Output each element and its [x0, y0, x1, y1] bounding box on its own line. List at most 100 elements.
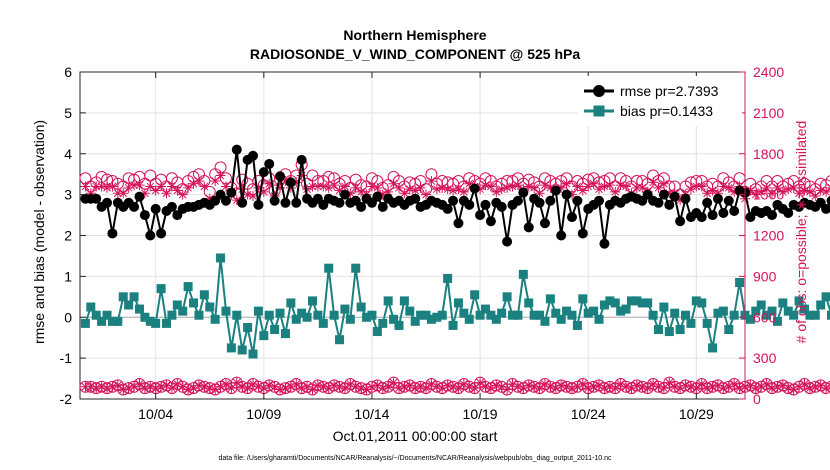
- obs-assimilated-point: [242, 189, 253, 200]
- obs-assimilated-point: [675, 195, 686, 206]
- bias-point: [778, 298, 788, 308]
- bias-point: [221, 306, 231, 316]
- bias-point: [789, 310, 799, 320]
- rmse-point: [534, 197, 545, 208]
- obs-assimilated-point: [658, 178, 669, 189]
- bias-series-line: [84, 257, 830, 355]
- bias-point: [605, 296, 615, 306]
- obs-low-assimilated-point: [815, 380, 826, 391]
- obs-low-assimilated-point: [658, 383, 669, 394]
- bias-point: [124, 300, 134, 310]
- obs-assimilated-point: [577, 185, 588, 196]
- obs-assimilated-point: [204, 193, 215, 204]
- bias-point: [145, 316, 155, 326]
- rmse-point: [258, 167, 269, 178]
- bias-point: [416, 310, 426, 320]
- y2-tick-label: 2100: [753, 105, 784, 121]
- obs-low-assimilated-point: [712, 380, 723, 391]
- rmse-point: [469, 183, 480, 194]
- obs-assimilated-point: [156, 181, 167, 192]
- bias-point: [91, 310, 101, 320]
- y2-tick-label: 1800: [753, 146, 784, 162]
- chart-subtitle: RADIOSONDE_V_WIND_COMPONENT @ 525 hPa: [250, 46, 580, 62]
- obs-low-assimilated-point: [296, 383, 307, 394]
- obs-low-assimilated-point: [210, 384, 221, 395]
- obs-assimilated-point: [372, 182, 383, 193]
- rmse-point: [334, 197, 345, 208]
- y2-tick-label: 900: [753, 268, 777, 284]
- obs-low-assimilated-point: [664, 377, 675, 388]
- bias-point: [751, 306, 761, 316]
- obs-assimilated-point: [788, 182, 799, 193]
- x-tick-label: 10/29: [679, 406, 714, 422]
- rmse-point: [696, 212, 707, 223]
- bias-point: [421, 310, 431, 320]
- obs-low-assimilated-point: [821, 383, 830, 394]
- obs-low-assimilated-point: [145, 381, 156, 392]
- obs-low-assimilated-point: [788, 384, 799, 395]
- bias-point: [134, 304, 144, 314]
- obs-assimilated-point: [112, 188, 123, 199]
- obs-low-assimilated-point: [107, 381, 118, 392]
- obs-low-assimilated-point: [723, 381, 734, 392]
- bias-point: [383, 296, 393, 306]
- obs-low-assimilated-point: [280, 383, 291, 394]
- obs-low-assimilated-point: [810, 381, 821, 392]
- bias-point: [291, 314, 301, 324]
- bias-point: [599, 300, 609, 310]
- rmse-point: [442, 203, 453, 214]
- rmse-point: [134, 191, 145, 202]
- obs-assimilated-point: [323, 182, 334, 193]
- bias-point: [210, 314, 220, 324]
- obs-low-assimilated-point: [512, 381, 523, 392]
- obs-low-assimilated-point: [393, 383, 404, 394]
- obs-low-assimilated-point: [404, 380, 415, 391]
- obs-low-assimilated-point: [680, 380, 691, 391]
- bias-point: [497, 308, 507, 318]
- obs-assimilated-point: [561, 178, 572, 189]
- rmse-point: [664, 199, 675, 210]
- obs-assimilated-point: [696, 181, 707, 192]
- obs-assimilated-point: [448, 185, 459, 196]
- bias-point: [178, 306, 188, 316]
- bias-point: [183, 282, 193, 292]
- obs-assimilated-point: [804, 186, 815, 197]
- rmse-point: [821, 203, 830, 214]
- rmse-point: [269, 195, 280, 206]
- rmse-point: [464, 199, 475, 210]
- obs-low-assimilated-point: [469, 383, 480, 394]
- obs-assimilated-point: [815, 185, 826, 196]
- bias-point: [713, 308, 723, 318]
- rmse-point: [248, 150, 259, 161]
- obs-low-assimilated-point: [366, 381, 377, 392]
- obs-low-assimilated-point: [372, 380, 383, 391]
- obs-low-assimilated-point: [642, 383, 653, 394]
- obs-low-assimilated-point: [772, 381, 783, 392]
- bias-point: [681, 310, 691, 320]
- rmse-point: [220, 195, 231, 206]
- bias-point: [551, 308, 561, 318]
- obs-low-assimilated-point: [356, 383, 367, 394]
- rmse-point: [512, 195, 523, 206]
- obs-assimilated-point: [610, 186, 621, 197]
- bias-point: [113, 316, 123, 326]
- x-tick-label: 10/19: [463, 406, 498, 422]
- y2-tick-label: 2400: [753, 64, 784, 80]
- y-tick-label: 4: [64, 146, 72, 162]
- obs-assimilated-point: [129, 180, 140, 191]
- y2-tick-label: 1200: [753, 228, 784, 244]
- bias-point: [102, 310, 112, 320]
- bias-point: [351, 263, 361, 273]
- obs-low-assimilated-point: [480, 381, 491, 392]
- obs-low-assimilated-point: [777, 380, 788, 391]
- bias-point: [259, 331, 269, 341]
- bias-point: [162, 318, 172, 328]
- bias-point: [805, 310, 815, 320]
- y-tick-label: 2: [64, 228, 72, 244]
- obs-low-assimilated-point: [453, 383, 464, 394]
- obs-assimilated-point: [664, 188, 675, 199]
- obs-low-assimilated-point: [150, 383, 161, 394]
- bias-point: [578, 294, 588, 304]
- bias-point: [659, 302, 669, 312]
- bias-point: [762, 310, 772, 320]
